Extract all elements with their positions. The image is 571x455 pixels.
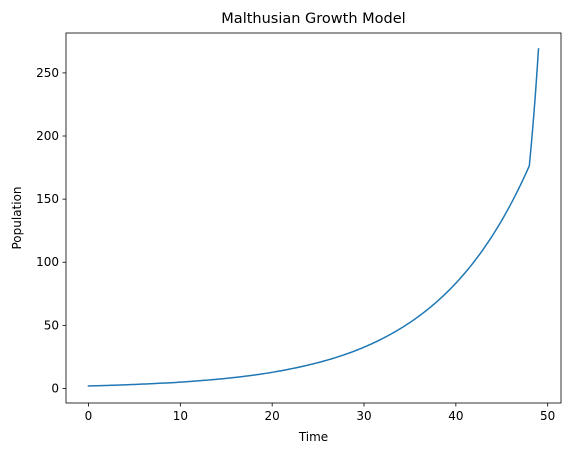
series-layer <box>87 48 540 387</box>
x-tick-label: 20 <box>265 409 280 423</box>
plot-frame <box>65 32 562 404</box>
y-tick-label: 0 <box>51 381 59 395</box>
x-tick-label: 50 <box>540 409 555 423</box>
x-tick-label: 10 <box>173 409 188 423</box>
y-axis-label: Population <box>10 186 24 249</box>
y-tick-label: 50 <box>44 318 59 332</box>
x-axis-ticks: 0 10 20 30 40 50 <box>85 403 555 423</box>
x-tick-label: 40 <box>448 409 463 423</box>
y-tick-label: 150 <box>36 192 59 206</box>
chart-title: Malthusian Growth Model <box>221 11 405 27</box>
y-tick-label: 100 <box>36 255 59 269</box>
series-line <box>87 48 540 387</box>
x-axis-label: Time <box>298 430 328 444</box>
y-tick-label: 250 <box>36 66 59 80</box>
x-tick-label: 0 <box>85 409 93 423</box>
x-tick-label: 30 <box>356 409 371 423</box>
y-tick-label: 200 <box>36 129 59 143</box>
y-axis-ticks: 0 50 100 150 200 250 <box>36 66 66 395</box>
